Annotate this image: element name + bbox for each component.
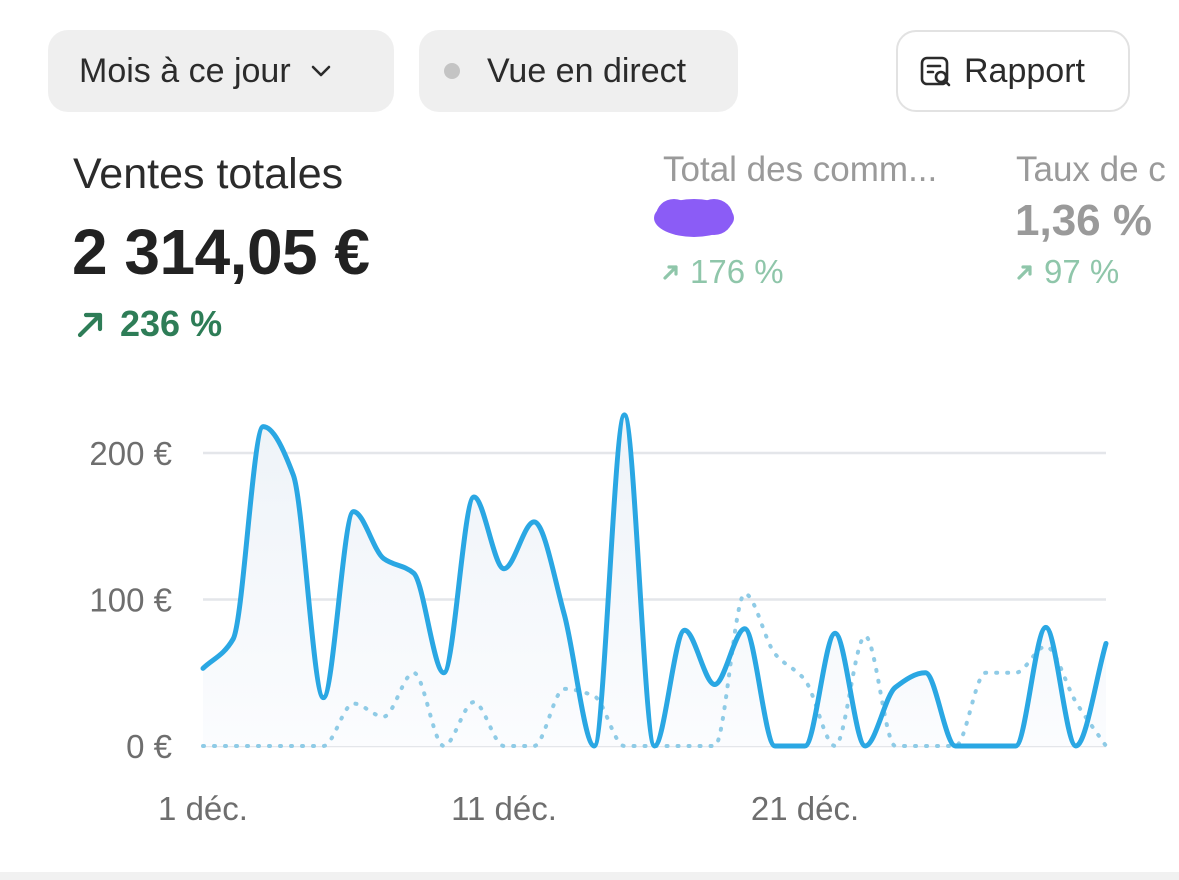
status-dot-icon: [444, 63, 460, 79]
y-tick-label: 100 €: [89, 582, 172, 619]
period-dropdown-label: Mois à ce jour: [79, 51, 291, 90]
sales-line-chart: 0 € 100 € 200 € 1 déc. 11 déc. 21 déc.: [89, 412, 1109, 827]
x-tick-label: 1 déc.: [158, 790, 248, 827]
total-sales-value: 2 314,05 €: [72, 216, 370, 288]
redaction-mark: [654, 199, 734, 237]
period-dropdown[interactable]: Mois à ce jour: [48, 30, 394, 112]
report-button[interactable]: Rapport: [896, 30, 1130, 112]
x-tick-label: 11 déc.: [451, 790, 557, 827]
arrow-up-right-icon: [1017, 265, 1032, 280]
bottom-divider: [0, 872, 1179, 880]
report-search-icon: [920, 56, 951, 87]
total-sales-change: 236 %: [120, 303, 223, 344]
conversion-rate-title[interactable]: Taux de c: [1016, 150, 1166, 189]
total-sales-trend: 236 %: [74, 303, 222, 345]
x-axis-ticks: 1 déc. 11 déc. 21 déc.: [158, 790, 859, 827]
report-button-label: Rapport: [964, 51, 1085, 90]
total-orders-title[interactable]: Total des comm...: [663, 150, 938, 189]
total-orders-change: 176 %: [690, 253, 784, 290]
conversion-rate-trend: 97 %: [1014, 253, 1119, 291]
arrow-up-right-icon: [77, 312, 103, 338]
live-view-label: Vue en direct: [487, 51, 687, 90]
x-tick-label: 21 déc.: [751, 790, 859, 827]
y-axis-ticks: 0 € 100 € 200 €: [89, 435, 172, 765]
current-series-area: [203, 414, 1106, 746]
chevron-down-icon: [311, 65, 330, 77]
total-orders-trend: 176 %: [660, 253, 784, 291]
total-sales-title: Ventes totales: [73, 150, 344, 198]
arrow-up-right-icon: [663, 265, 678, 280]
current-series-line: [200, 412, 1109, 749]
y-tick-label: 200 €: [89, 435, 172, 472]
conversion-rate-change: 97 %: [1044, 253, 1120, 290]
conversion-rate-value: 1,36 %: [1015, 196, 1152, 245]
previous-series-line: [201, 591, 1108, 749]
live-view-button[interactable]: Vue en direct: [419, 30, 738, 112]
y-tick-label: 0 €: [126, 728, 172, 765]
